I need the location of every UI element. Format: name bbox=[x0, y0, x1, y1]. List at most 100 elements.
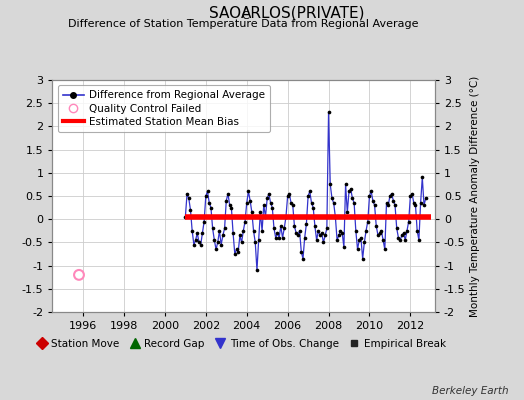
Point bbox=[355, 237, 364, 243]
Point bbox=[340, 244, 348, 250]
Point bbox=[239, 228, 247, 234]
Point bbox=[411, 202, 420, 208]
Point bbox=[369, 198, 377, 204]
Legend: Difference from Regional Average, Quality Control Failed, Estimated Station Mean: Difference from Regional Average, Qualit… bbox=[58, 85, 270, 132]
Point bbox=[399, 230, 408, 236]
Point bbox=[207, 204, 215, 211]
Point bbox=[360, 239, 368, 246]
Point bbox=[324, 109, 333, 116]
Point bbox=[333, 237, 341, 243]
Point bbox=[365, 193, 374, 199]
Text: ARLOS(PRIVATE): ARLOS(PRIVATE) bbox=[241, 6, 366, 21]
Point bbox=[246, 198, 254, 204]
Point bbox=[418, 174, 427, 181]
Point bbox=[278, 234, 287, 241]
Point bbox=[312, 237, 321, 243]
Point bbox=[297, 248, 305, 255]
Point bbox=[380, 246, 389, 252]
Point bbox=[227, 204, 236, 211]
Point bbox=[282, 214, 290, 220]
Point bbox=[338, 230, 346, 236]
Point bbox=[75, 272, 83, 278]
Point bbox=[396, 237, 405, 243]
Point bbox=[319, 239, 328, 246]
Point bbox=[265, 190, 273, 197]
Point bbox=[249, 228, 258, 234]
Point bbox=[231, 251, 239, 257]
Point bbox=[302, 221, 311, 227]
Point bbox=[335, 232, 343, 239]
Point bbox=[270, 225, 278, 232]
Point bbox=[316, 232, 324, 239]
Point bbox=[287, 200, 295, 206]
Point bbox=[229, 230, 237, 236]
Point bbox=[202, 193, 210, 199]
Point bbox=[401, 237, 409, 243]
Point bbox=[236, 232, 244, 239]
Point bbox=[195, 239, 203, 246]
Point bbox=[321, 232, 329, 239]
Point bbox=[420, 202, 428, 208]
Point bbox=[374, 232, 382, 239]
Point bbox=[266, 200, 275, 206]
Point bbox=[353, 246, 362, 252]
Point bbox=[225, 202, 234, 208]
Point bbox=[410, 200, 418, 206]
Point bbox=[243, 200, 251, 206]
Point bbox=[387, 190, 396, 197]
Point bbox=[379, 237, 387, 243]
Point bbox=[219, 232, 227, 239]
Point bbox=[188, 228, 196, 234]
Point bbox=[392, 225, 401, 232]
Point bbox=[352, 228, 360, 234]
Point bbox=[234, 248, 243, 255]
Point bbox=[290, 223, 299, 229]
Point bbox=[241, 218, 249, 225]
Point bbox=[259, 202, 268, 208]
Point bbox=[398, 232, 406, 239]
Point bbox=[318, 230, 326, 236]
Point bbox=[330, 200, 338, 206]
Point bbox=[275, 234, 283, 241]
Point bbox=[372, 223, 380, 229]
Point bbox=[181, 214, 190, 220]
Point bbox=[370, 202, 379, 208]
Point bbox=[244, 188, 253, 194]
Point bbox=[342, 181, 350, 188]
Point bbox=[203, 188, 212, 194]
Point bbox=[292, 230, 300, 236]
Point bbox=[263, 195, 271, 202]
Point bbox=[343, 209, 352, 216]
Text: SAO: SAO bbox=[209, 6, 241, 21]
Point bbox=[268, 204, 277, 211]
Point bbox=[209, 225, 217, 232]
Point bbox=[184, 195, 193, 202]
Point bbox=[376, 230, 384, 236]
Point bbox=[421, 195, 430, 202]
Point bbox=[258, 228, 266, 234]
Point bbox=[304, 193, 312, 199]
Point bbox=[358, 256, 367, 262]
Point bbox=[198, 230, 206, 236]
Point bbox=[261, 214, 270, 220]
Point bbox=[405, 218, 413, 225]
Point bbox=[191, 237, 200, 243]
Point bbox=[383, 200, 391, 206]
Point bbox=[326, 181, 334, 188]
Point bbox=[221, 225, 229, 232]
Point bbox=[386, 193, 394, 199]
Point bbox=[232, 246, 241, 252]
Point bbox=[190, 242, 198, 248]
Point bbox=[328, 195, 336, 202]
Point bbox=[215, 228, 224, 234]
Point bbox=[289, 202, 297, 208]
Point bbox=[283, 193, 292, 199]
Point bbox=[285, 190, 293, 197]
Point bbox=[224, 190, 232, 197]
Point bbox=[403, 228, 411, 234]
Point bbox=[406, 193, 414, 199]
Point bbox=[394, 234, 402, 241]
Point bbox=[205, 200, 213, 206]
Point bbox=[255, 237, 263, 243]
Point bbox=[377, 228, 386, 234]
